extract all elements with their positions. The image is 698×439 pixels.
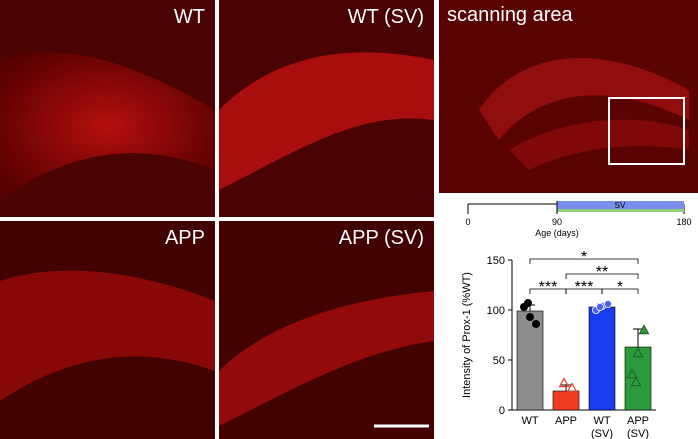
x-tick-label: WT [521, 415, 538, 427]
data-point [524, 299, 533, 308]
significance-label: *** [575, 279, 594, 296]
bar [624, 346, 652, 411]
significance-label: ** [596, 264, 608, 281]
significance-label: * [617, 279, 623, 296]
micrograph-scanning-area [439, 0, 698, 193]
significance-label: *** [539, 279, 558, 296]
scan-box [608, 97, 685, 165]
x-tick-label: (SV) [627, 428, 649, 439]
y-tick-label: 100 [487, 305, 505, 317]
panel-scanning-area: scanning area [439, 0, 698, 193]
data-point [558, 377, 570, 388]
data-point [566, 382, 578, 393]
data-point [595, 303, 604, 312]
panel-label-app-sv: APP (SV) [338, 227, 424, 249]
panel-label-wt-sv: WT (SV) [347, 6, 424, 28]
timeline-bar-label: SV [615, 201, 626, 210]
bar [516, 310, 544, 411]
panel-label-wt: WT [173, 6, 205, 28]
panel-app: APP [0, 221, 215, 439]
significance-bracket [601, 288, 639, 294]
data-point [630, 376, 642, 387]
panel-wt: WT [0, 0, 215, 217]
micrograph-app-sv [219, 221, 434, 439]
data-point [560, 391, 572, 402]
data-point [532, 320, 541, 329]
y-tick-label: 0 [499, 405, 505, 417]
data-point [603, 300, 612, 309]
micrograph-wt-sv [219, 0, 434, 217]
panel-label-app: APP [164, 227, 205, 249]
x-tick-label: WT [593, 415, 610, 427]
timeline-axis-label: Age (days) [535, 228, 579, 238]
data-point [526, 313, 535, 322]
data-point [638, 324, 650, 335]
prox1-bar-chart: 0 50 100 150 Intensity of Prox-1 (%WT) WT APP W… [461, 249, 656, 439]
micrograph-app [0, 221, 215, 439]
timeline-tick-label-90: 90 [552, 217, 562, 227]
significance-bracket [529, 258, 639, 264]
x-tick-label: APP [627, 415, 649, 427]
panel-label-scanning-area: scanning area [447, 4, 573, 26]
micrograph-wt [0, 0, 215, 217]
sv-treatment-bar-underline [557, 209, 684, 212]
data-point [632, 347, 644, 358]
timeline-tick-label-180: 180 [676, 217, 691, 227]
panel-app-sv: APP (SV) [219, 221, 434, 439]
y-tick-label: 50 [493, 355, 505, 367]
data-point [626, 368, 638, 379]
y-axis-label: Intensity of Prox-1 (%WT) [461, 272, 473, 398]
timeline: SV 0 90 180 Age (days) [465, 201, 692, 238]
timeline-tick-label-0: 0 [465, 217, 470, 227]
significance-label: * [581, 249, 587, 266]
sv-treatment-bar [557, 201, 684, 209]
x-tick-label: APP [555, 415, 577, 427]
significance-bracket [565, 273, 639, 279]
bar [588, 306, 616, 411]
x-tick-label: (SV) [591, 428, 613, 439]
panel-wt-sv: WT (SV) [219, 0, 434, 217]
y-tick-label: 150 [487, 255, 505, 267]
